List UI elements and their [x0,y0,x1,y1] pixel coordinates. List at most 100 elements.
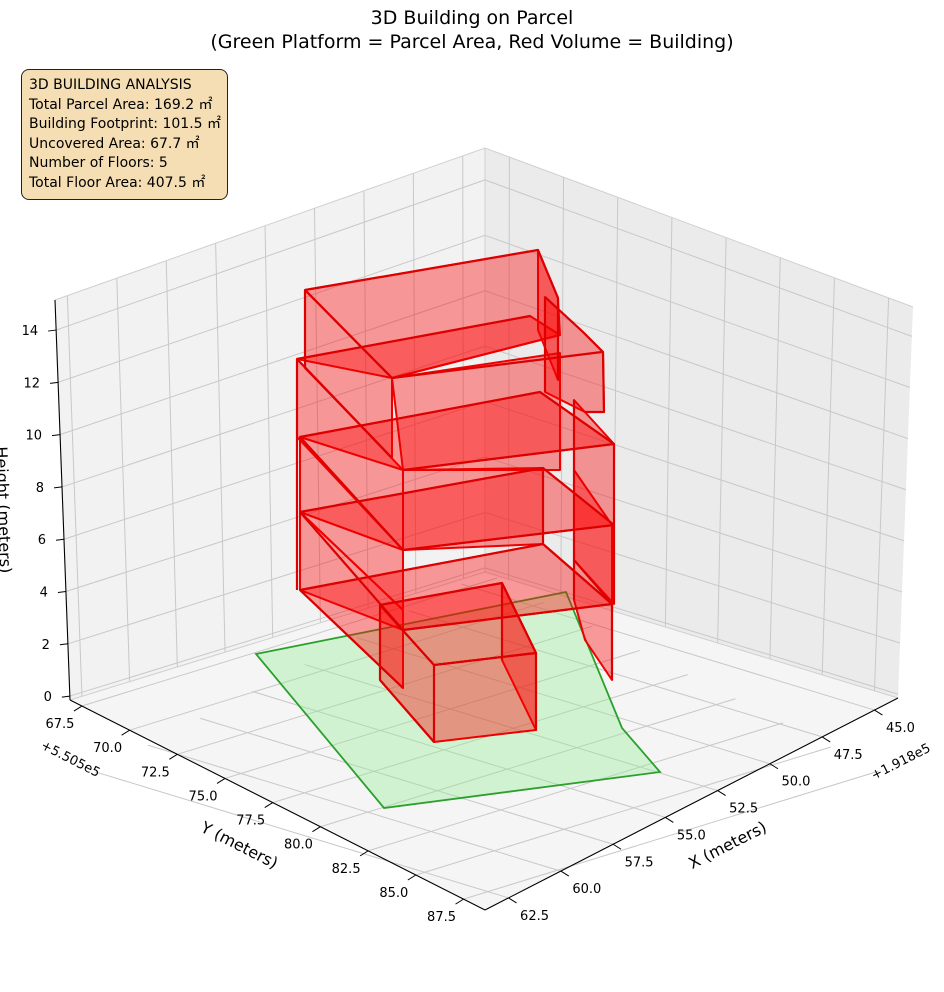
x-tick-label: 62.5 [520,909,549,924]
info-footprint: Building Footprint: 101.5 ㎡ [29,116,222,132]
z-tick-label: 8 [36,481,44,496]
y-tick-mark [455,898,464,905]
z-tick-label: 4 [40,586,48,601]
x-tick-mark [560,870,570,877]
building-front-face-upper [391,352,561,471]
y-tick-label: 72.5 [141,765,170,780]
y-tick-label: 87.5 [427,910,456,925]
z-tick-mark [53,486,63,489]
x-gridline [252,690,666,818]
z-tick-label: 2 [42,638,50,653]
building-ground-front [433,652,537,743]
y-tick-label: 82.5 [332,862,361,877]
x-tick-mark [821,736,831,743]
x-gridline [356,637,771,765]
pane-left-wall [55,148,485,700]
z-tick-label: 10 [26,429,43,444]
y-tick-mark [312,826,321,833]
x-tick-label: 57.5 [625,855,654,870]
wall-gridline [717,237,727,643]
x-gridline [147,744,561,872]
chart-subtitle: (Green Platform = Parcel Area, Red Volum… [210,31,734,53]
y-gridline [320,698,736,828]
y-tick-label: 85.0 [379,886,408,901]
wall-gridline [873,297,890,691]
wall-gridline [508,157,510,580]
pane-edges [54,147,914,701]
wall-gridline [66,295,83,697]
z-axis-line [54,299,71,701]
z-gridline [484,401,905,542]
y-tick-mark [216,778,226,784]
wall-gridline [560,177,565,596]
x-tick-mark [612,843,622,850]
tick-labels: 0 2 4 6 8 10 12 14 67.5 70.0 72.5 75.0 77.5 80.0 82.5 8… [22,324,915,925]
x-gridline [461,583,875,711]
info-uncovered: Uncovered Area: 67.7 ㎡ [29,135,200,152]
z-tick-mark [55,538,65,541]
y-tick-label: 67.5 [45,717,74,732]
z-gridline [484,179,913,337]
y-tick-mark [359,850,369,857]
grid-lines [55,155,913,900]
info-floors: Number of Floors: 5 [29,155,168,171]
parcel-platform [254,590,662,809]
x-tick-label: 50.0 [781,775,810,790]
y-gridline [177,625,593,755]
wall-gridline [769,257,781,659]
x-gridline [409,610,823,738]
x-tick-mark [508,897,517,904]
wall-gridline [412,173,417,594]
x-tick-mark [874,709,883,716]
y-tick-mark [264,802,273,809]
z-gridline [484,234,911,388]
y-gridline [367,722,784,852]
x-tick-label: 45.0 [886,721,915,736]
x-tick-label: 47.5 [834,748,863,763]
wall-gridline [821,277,835,675]
y-tick-mark [121,729,130,736]
y-tick-mark [407,874,417,881]
z-tick-mark [61,695,70,698]
info-heading: 3D BUILDING ANALYSIS [29,77,192,93]
z-tick-mark [57,591,66,593]
z-gridline [484,290,909,440]
z-tick-label: 6 [38,533,46,548]
z-tick-label: 0 [44,690,52,705]
y-gridline [272,674,688,804]
chart-title: 3D Building on Parcel [370,7,574,29]
x-tick-label: 55.0 [677,828,706,843]
wall-gridline [215,243,226,653]
y-gridline [129,601,545,731]
z-gridline [484,511,901,644]
y-tick-mark [73,705,83,712]
pane-floor [70,572,898,910]
z-gridline [484,567,899,695]
x-axis-label: X (meters) [685,817,769,873]
x-offset-label: +1.918e5 [869,741,933,784]
y-gridline [81,577,498,707]
y-gridline [224,649,641,779]
y-tick-mark [169,753,178,760]
x-tick-label: 52.5 [729,802,758,817]
x-tick-mark [717,790,726,797]
y-tick-label: 80.0 [284,838,313,853]
x-gridline [95,771,509,899]
x-gridline [304,664,718,792]
wall-gridline [664,217,673,628]
wall-gridline [313,208,321,623]
z-tick-mark [50,381,59,384]
x-tick-label: 60.0 [572,882,601,897]
z-tick-mark [48,329,57,332]
building-volume [295,248,616,743]
y-tick-label: 70.0 [93,741,122,756]
x-axis-line [484,697,899,911]
wall-gridline [116,278,131,682]
analysis-info-box: 3D BUILDING ANALYSIS Total Parcel Area: … [21,69,228,200]
x-gridline [199,717,614,845]
z-axis-label: Height (meters) [0,446,15,574]
info-floor-area: Total Floor Area: 407.5 ㎡ [29,174,206,191]
wall-gridline [264,225,274,638]
y-gridline [463,770,879,900]
